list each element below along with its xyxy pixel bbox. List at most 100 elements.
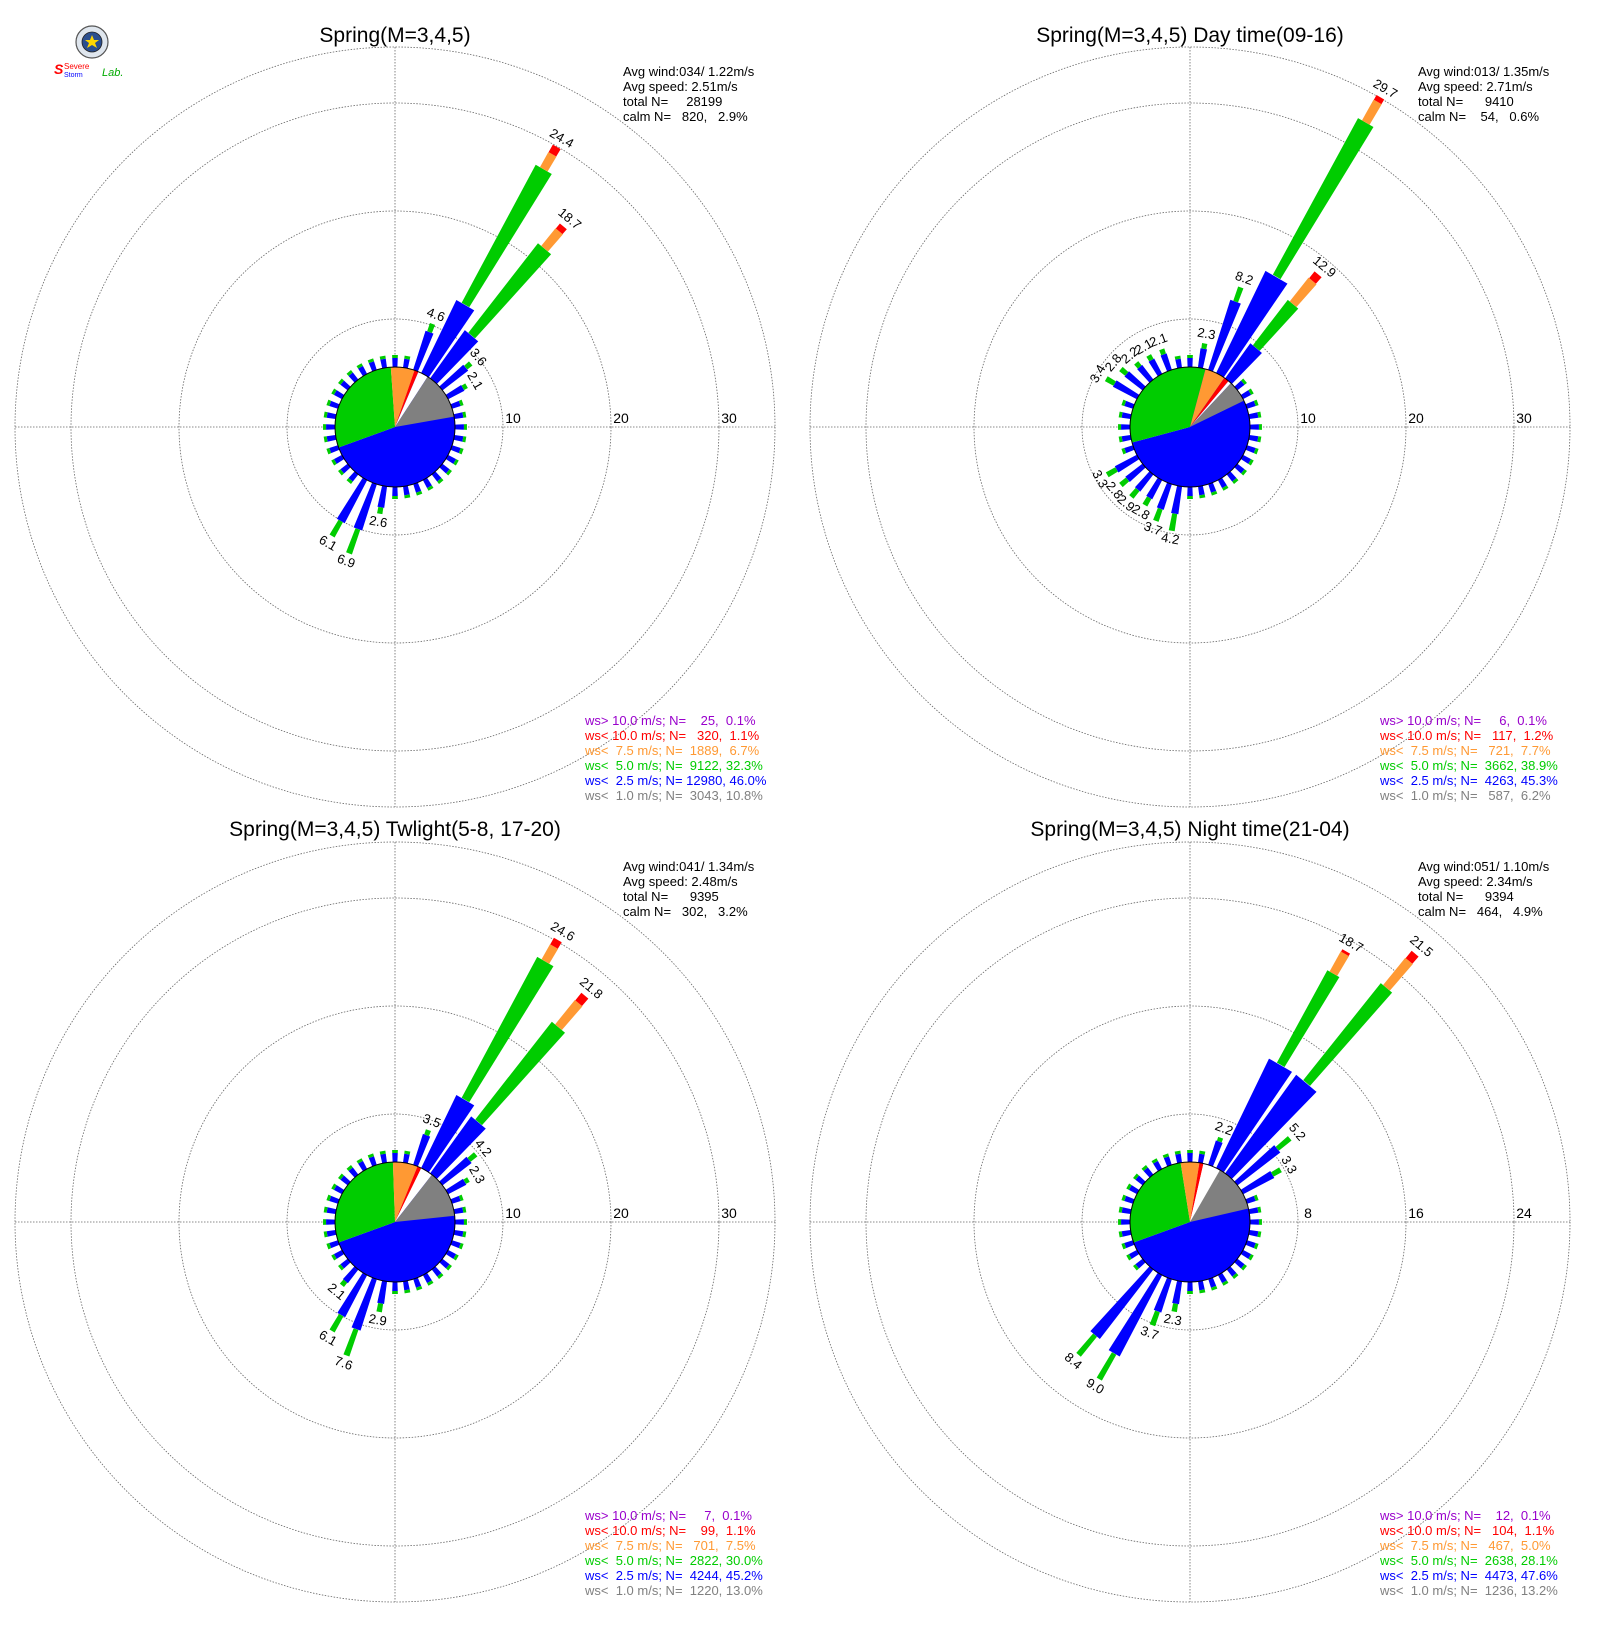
spoke-stub-350 (1175, 1153, 1182, 1164)
spoke-label-20: 4.6 (425, 304, 447, 324)
spoke-stub-110 (1245, 1240, 1256, 1249)
spoke-stub-tip-240 (1126, 1254, 1132, 1261)
spoke-stub-290 (329, 400, 340, 409)
spoke-stub-tip-110 (1253, 447, 1259, 455)
spoke-stub-170 (1198, 1280, 1205, 1291)
spoke-stub-160 (413, 482, 422, 493)
legend-entry-lt10: ws< 10.0 m/s; N= 99, 1.1% (584, 1523, 756, 1538)
spoke-stub-tip-110 (458, 1242, 464, 1250)
spoke-stub-tip-100 (1257, 436, 1262, 443)
spoke-40-lt2_5 (430, 330, 479, 384)
legend-entry-lt10: ws< 10.0 m/s; N= 117, 1.2% (1379, 728, 1554, 743)
spoke-stub-tip-10 (404, 355, 411, 360)
spoke-stub-tip-330 (356, 363, 363, 369)
spoke-stub-130 (439, 1258, 450, 1269)
pie-slice-calm (395, 1168, 432, 1222)
spoke-stub-tip-250 (326, 1242, 332, 1250)
legend-entry-lt1: ws< 1.0 m/s; N= 1236, 13.2% (1379, 1583, 1558, 1598)
spoke-20-lt2_5 (1208, 1140, 1223, 1167)
range-ring-2 (178, 1005, 612, 1439)
spoke-stub-280 (326, 412, 337, 419)
spoke-60-lt5 (1271, 1167, 1282, 1177)
pie-outline (1129, 1161, 1251, 1283)
stat-calm: calm N= 820, 2.9% (623, 109, 748, 124)
spoke-stub-80 (1248, 1207, 1259, 1214)
spoke-stub-350 (380, 358, 387, 369)
spoke-stub-270 (326, 1219, 336, 1225)
spoke-stub-120 (445, 1249, 457, 1259)
spoke-stub-70 (450, 400, 461, 409)
spoke-stub-tip-300 (331, 388, 337, 395)
spoke-stub-tip-240 (331, 1254, 337, 1261)
spoke-stub-tip-260 (1118, 436, 1123, 443)
spoke-stub-tip-0 (1187, 1150, 1193, 1154)
range-ring-2 (973, 210, 1407, 644)
spoke-stub-tip-70 (458, 399, 464, 407)
spoke-stub-tip-130 (446, 469, 452, 476)
spoke-stub-270 (326, 424, 336, 430)
pie-slice-lt7_5 (1190, 369, 1225, 427)
wind-rose-panel-3: Spring(M=3,4,5) Twlight(5-8, 17-20) 10 20 3… (14, 818, 776, 1603)
legend-entry-lt5: ws< 5.0 m/s; N= 2822, 30.0% (584, 1553, 763, 1568)
spoke-210-lt5 (1142, 496, 1152, 507)
stat-avg-wind: Avg wind:041/ 1.34m/s (623, 859, 755, 874)
spoke-stub-tip-250 (1121, 1242, 1127, 1250)
spoke-stub-150 (1217, 1272, 1227, 1284)
spoke-stub-180 (1187, 486, 1193, 496)
spoke-stub-260 (326, 435, 337, 442)
spoke-50-lt2_5 (439, 364, 469, 391)
spoke-200-lt5 (1149, 1310, 1160, 1327)
spoke-stub-150 (1217, 477, 1227, 489)
stat-total: total N= 9395 (623, 889, 719, 904)
spoke-stub-tip-0 (392, 355, 398, 359)
spoke-stub-260 (326, 1230, 337, 1237)
spoke-label-190: 2.9 (368, 1311, 388, 1329)
range-ring-2 (178, 210, 612, 644)
spoke-stub-100 (453, 1230, 464, 1237)
legend-entry-lt1: ws< 1.0 m/s; N= 3043, 10.8% (584, 788, 763, 803)
logo-star-icon (85, 35, 99, 48)
spoke-stub-280 (1121, 1207, 1132, 1214)
legend-entry-lt10: ws< 10.0 m/s; N= 104, 1.1% (1379, 1523, 1555, 1538)
spoke-stub-tip-330 (356, 1158, 363, 1164)
spoke-200-lt5 (343, 1328, 359, 1357)
ring-tick-label: 30 (721, 410, 737, 426)
logo-word-3: Lab. (102, 67, 123, 79)
spoke-stub-tip-0 (1187, 355, 1193, 359)
spoke-stub-tip-230 (338, 469, 344, 476)
spoke-stub-tip-170 (404, 494, 411, 499)
spoke-40-lt5 (1303, 983, 1393, 1086)
spoke-stub-tip-280 (323, 411, 328, 418)
spoke-stub-tip-90 (463, 1219, 467, 1225)
spoke-stub-170 (1198, 485, 1205, 496)
spoke-stub-tip-130 (446, 1264, 452, 1271)
pie-slice-lt10 (1190, 1162, 1204, 1222)
spoke-stub-tip-270 (323, 1219, 327, 1225)
spoke-stub-280 (1121, 412, 1132, 419)
pie-slice-lt5 (334, 1162, 395, 1243)
spoke-stub-330 (1153, 1160, 1163, 1172)
spoke-stub-50 (1234, 380, 1245, 391)
spoke-stub-170 (403, 485, 410, 496)
spoke-stub-110 (1245, 445, 1256, 454)
spoke-stub-tip-280 (323, 1206, 328, 1213)
spoke-label-200: 3.7 (1139, 1323, 1161, 1343)
range-ring-3 (70, 897, 720, 1547)
spoke-220-lt2_5 (1090, 1266, 1154, 1340)
legend-entry-lt7_5: ws< 7.5 m/s; N= 701, 7.5% (584, 1538, 756, 1553)
spoke-stub-130 (439, 463, 450, 474)
spoke-stub-tip-160 (415, 490, 423, 496)
ring-tick-label: 24 (1516, 1205, 1532, 1221)
spoke-40-lt5 (475, 1021, 566, 1126)
spoke-stub-90 (1249, 424, 1259, 430)
pie-slice-lt10 (395, 370, 419, 427)
spoke-stub-tip-350 (379, 355, 386, 360)
spoke-stub-230 (340, 463, 351, 474)
spoke-label-60: 2.3 (466, 1163, 488, 1186)
pie-slice-lt10 (395, 1166, 422, 1222)
spoke-stub-tip-160 (415, 1285, 423, 1291)
spoke-stub-tip-180 (392, 1290, 398, 1294)
spoke-190-lt5 (1171, 1303, 1179, 1313)
spoke-stub-tip-250 (326, 447, 332, 455)
spoke-30-lt7_5 (1361, 99, 1382, 125)
